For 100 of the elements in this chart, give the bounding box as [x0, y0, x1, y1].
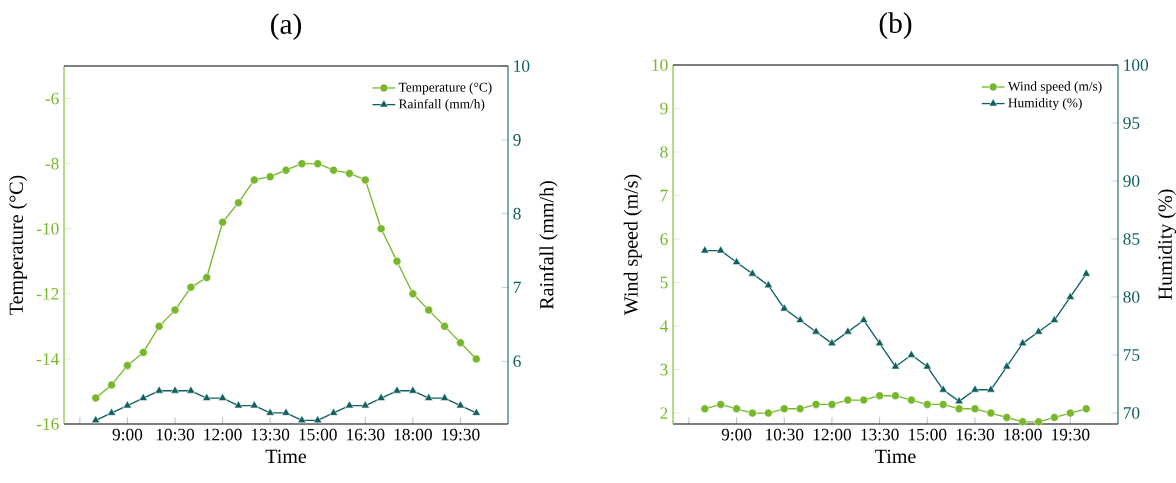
- y-tick-label: -12: [36, 288, 59, 300]
- x-tick-label: 10:30: [156, 428, 195, 441]
- y-axis-title: Temperature (°C): [8, 175, 28, 315]
- y2-tick-label: 90: [1123, 175, 1140, 187]
- y2-tick-label: 80: [1123, 291, 1140, 303]
- point: [440, 322, 449, 331]
- y2-tick-label: 6: [513, 355, 521, 368]
- point: [456, 400, 465, 409]
- point: [732, 404, 741, 414]
- point: [843, 326, 853, 335]
- x-tick-label: 19:30: [442, 428, 480, 441]
- point: [938, 384, 948, 393]
- point: [1081, 268, 1091, 277]
- y-tick-label: 10: [652, 59, 668, 71]
- y-tick-label: 8: [660, 146, 668, 158]
- point: [779, 303, 789, 312]
- x-tick-label: 16:30: [347, 428, 385, 441]
- point: [1018, 417, 1027, 427]
- y-tick-label: -6: [45, 92, 59, 105]
- point: [139, 348, 148, 357]
- y-tick-label: 6: [660, 233, 668, 245]
- chart-title: (b): [879, 12, 912, 39]
- y-tick-label: 9: [660, 102, 668, 115]
- point: [1002, 361, 1012, 370]
- point: [154, 385, 164, 394]
- point: [970, 384, 980, 393]
- x-tick-label: 12:00: [204, 428, 242, 441]
- point: [170, 305, 180, 315]
- y-tick-label: -16: [36, 418, 59, 430]
- y-tick-label: 4: [659, 320, 669, 332]
- point: [376, 224, 386, 233]
- point: [265, 407, 275, 416]
- point: [202, 273, 211, 282]
- y2-axis-title: Rainfall (mm/h): [539, 181, 558, 310]
- point: [313, 415, 323, 423]
- x-tick-label: 15:00: [909, 428, 947, 441]
- point: [250, 175, 259, 185]
- point: [891, 391, 900, 400]
- x-tick-label: 12:00: [813, 428, 852, 441]
- x-tick-label: 18:00: [394, 428, 432, 441]
- point: [345, 169, 354, 178]
- point: [249, 400, 259, 409]
- point: [811, 400, 821, 409]
- point: [795, 404, 805, 414]
- point: [954, 404, 964, 414]
- point: [891, 361, 900, 370]
- point: [186, 385, 196, 394]
- y2-tick-label: 95: [1123, 117, 1140, 129]
- point: [234, 400, 243, 409]
- point: [843, 395, 853, 405]
- y-tick-label: 5: [660, 276, 668, 289]
- point: [392, 385, 402, 394]
- point: [91, 415, 101, 423]
- x-axis-title: Time: [875, 449, 916, 464]
- point: [1066, 408, 1075, 418]
- x-tick-label: 9:00: [721, 428, 752, 441]
- point: [859, 395, 868, 405]
- point: [107, 407, 117, 416]
- point: [1065, 291, 1075, 300]
- point: [986, 384, 996, 393]
- y-tick-label: -14: [36, 353, 60, 365]
- y2-tick-label: 8: [513, 207, 521, 220]
- point: [392, 257, 402, 266]
- point: [472, 354, 481, 364]
- point: [1050, 413, 1059, 422]
- point: [361, 175, 370, 185]
- point: [763, 280, 773, 289]
- x-tick-label: 10:30: [766, 428, 804, 441]
- point: [440, 393, 450, 401]
- point: [779, 404, 789, 414]
- y-tick-label: 2: [660, 407, 668, 419]
- y2-tick-label: 75: [1123, 349, 1140, 361]
- y2-tick-label: 7: [513, 281, 521, 294]
- point: [907, 395, 916, 405]
- point: [234, 198, 243, 207]
- legend-label: Temperature (°C): [398, 82, 492, 95]
- point: [170, 385, 180, 394]
- x-axis-title: Time: [265, 449, 307, 464]
- y-tick-label: -10: [36, 222, 59, 235]
- point: [345, 400, 354, 409]
- point: [700, 245, 710, 254]
- point: [360, 400, 370, 409]
- point: [329, 407, 339, 416]
- point: [1034, 417, 1043, 427]
- y2-tick-label: 9: [513, 133, 521, 146]
- point: [716, 245, 726, 254]
- point: [186, 283, 196, 292]
- point: [954, 396, 964, 405]
- point: [154, 322, 164, 331]
- point: [764, 408, 773, 418]
- point: [700, 404, 710, 414]
- chart-title: (a): [271, 13, 302, 40]
- y2-tick-label: 70: [1123, 407, 1140, 419]
- y2-tick-label: 100: [1124, 59, 1149, 71]
- point: [408, 289, 418, 299]
- legend-label: Rainfall (mm/h): [398, 98, 485, 112]
- point: [281, 407, 291, 416]
- point: [922, 361, 932, 370]
- point: [281, 165, 291, 175]
- point: [748, 408, 757, 418]
